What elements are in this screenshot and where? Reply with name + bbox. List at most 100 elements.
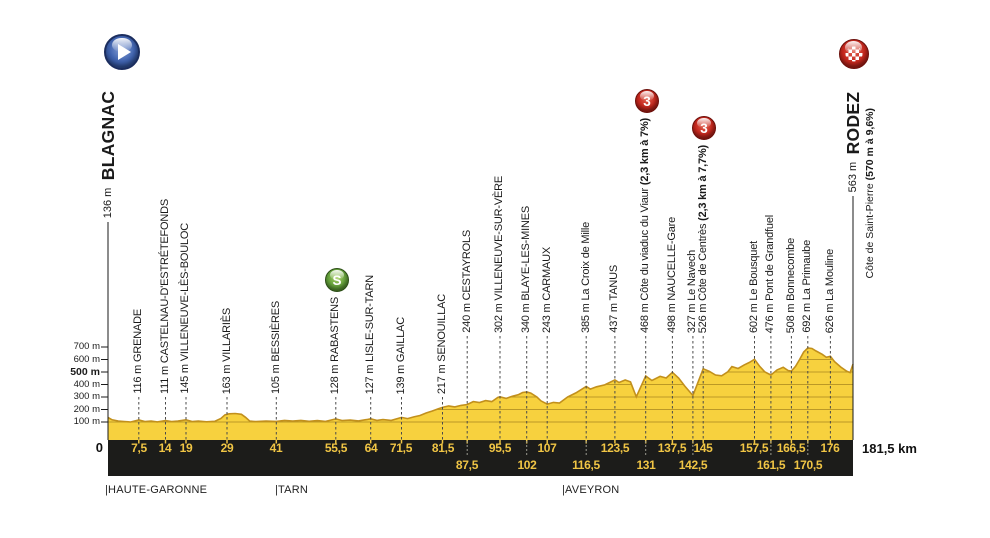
axis-label-100m: 100 m xyxy=(73,416,100,427)
waypoint-text: 302 m VILLENEUVE-SUR-VÈRE xyxy=(493,176,505,333)
distance-bar xyxy=(108,440,853,476)
waypoint-text: 327 m Le Navech xyxy=(686,249,698,333)
km-marker-87-5: 87,5 xyxy=(455,458,479,472)
finish-climb-stats: (570 m à 9,6%) xyxy=(864,107,876,180)
km-zero-label: 0 xyxy=(95,440,103,455)
waypoint-lines xyxy=(138,336,832,456)
checkered-flag-icon xyxy=(845,46,863,62)
start-city: BLAGNAC xyxy=(98,90,118,181)
waypoint-label-la-croix-de-mille: 385 m La Croix de Mille xyxy=(580,222,593,333)
finish-climb-name: Côte de Saint-Pierre xyxy=(864,179,876,278)
km-marker-29: 29 xyxy=(220,441,234,455)
climb-stats: (2,3 km à 7%) xyxy=(639,117,651,186)
waypoint-label-senouillac: 217 m SENOUILLAC xyxy=(436,294,449,394)
km-marker-55-5: 55,5 xyxy=(324,441,348,455)
waypoint-text: 127 m LISLE-SUR-TARN xyxy=(364,274,376,394)
waypoint-label-villeneuve-sur-vere: 302 m VILLENEUVE-SUR-VÈRE xyxy=(493,176,506,333)
waypoint-text: 526 m Côte de Centrès xyxy=(697,220,709,333)
km-marker-107: 107 xyxy=(537,441,557,455)
axis-label-300m: 300 m xyxy=(73,391,100,402)
km-marker-41: 41 xyxy=(269,441,283,455)
waypoint-label-lisle-sur-tarn: 127 m LISLE-SUR-TARN xyxy=(364,275,377,394)
waypoint-text: 626 m La Mouline xyxy=(824,248,836,333)
km-marker-123-5: 123,5 xyxy=(600,441,630,455)
waypoint-label-naucelle-gare: 498 m NAUCELLE-Gare xyxy=(666,217,679,333)
axis-label-200m: 200 m xyxy=(73,404,100,415)
waypoint-label-la-primaube: 692 m La Primaube xyxy=(801,240,814,333)
finish-climb-label: Côte de Saint-Pierre (570 m à 9,6%) xyxy=(864,108,876,278)
elevation-ridge-line xyxy=(107,347,854,423)
waypoint-text: 240 m CESTAYROLS xyxy=(461,230,473,333)
waypoint-text: 692 m La Primaube xyxy=(801,240,813,333)
axis-label-600m: 600 m xyxy=(73,354,100,365)
waypoint-label-cote-de-centres: 526 m Côte de Centrès (2,3 km à 7,7%) xyxy=(697,145,710,333)
waypoint-label-carmaux: 243 m CARMAUX xyxy=(541,247,554,333)
km-marker-81-5: 81,5 xyxy=(431,441,455,455)
sprint-s-glyph: S xyxy=(332,272,342,288)
department-tarn: |TARN xyxy=(275,484,308,496)
km-marker-95-5: 95,5 xyxy=(488,441,512,455)
waypoint-label-cestayrols: 240 m CESTAYROLS xyxy=(461,230,474,333)
waypoint-text: 128 m RABASTENS xyxy=(329,296,341,394)
waypoint-text: 602 m Le Bousquet xyxy=(748,240,760,333)
waypoint-label-villeneuve-les-bouloc: 145 m VILLENEUVE-LÈS-BOULOC xyxy=(179,223,192,394)
finish-elevation: 563 m xyxy=(847,161,859,192)
waypoint-label-le-navech: 327 m Le Navech xyxy=(686,250,699,333)
stage-start-icon xyxy=(104,34,140,70)
km-marker-19: 19 xyxy=(179,441,193,455)
km-marker-71-5: 71,5 xyxy=(389,441,413,455)
total-distance-label: 181,5 km xyxy=(862,441,917,456)
start-label: 136 m BLAGNAC xyxy=(97,91,119,218)
waypoint-label-le-bousquet: 602 m Le Bousquet xyxy=(748,241,761,333)
km-marker-170-5: 170,5 xyxy=(793,458,823,472)
axis-label-700m: 700 m xyxy=(73,341,100,352)
category-number: 3 xyxy=(643,93,651,109)
km-marker-14: 14 xyxy=(158,441,172,455)
axis-label-400m: 400 m xyxy=(73,379,100,390)
stage-finish-icon xyxy=(839,39,869,69)
km-marker-7-5: 7,5 xyxy=(131,441,147,455)
axis-label-500m: 500 m xyxy=(70,366,100,378)
km-marker-166-5: 166,5 xyxy=(776,441,806,455)
waypoint-label-la-mouline: 626 m La Mouline xyxy=(824,249,837,333)
waypoint-text: 385 m La Croix de Mille xyxy=(580,222,592,333)
waypoint-text: 476 m Pont de Grandfuel xyxy=(764,214,776,333)
waypoint-text: 498 m NAUCELLE-Gare xyxy=(666,216,678,333)
km-marker-137-5: 137,5 xyxy=(657,441,687,455)
km-marker-176: 176 xyxy=(820,441,840,455)
category-3-climb-icon: 3 xyxy=(635,89,659,113)
waypoint-text: 116 m GRENADE xyxy=(132,309,144,394)
km-marker-131: 131 xyxy=(636,458,656,472)
waypoint-text: 217 m SENOUILLAC xyxy=(436,293,448,394)
waypoint-text: 437 m TANUS xyxy=(608,265,620,333)
depart-arrow-icon xyxy=(117,44,131,60)
climb-stats: (2,3 km à 7,7%) xyxy=(697,144,709,221)
sprint-icon: S xyxy=(325,268,349,292)
waypoint-text: 105 m BESSIÈRES xyxy=(270,301,282,394)
department-aveyron: |AVEYRON xyxy=(562,484,620,496)
waypoint-text: 111 m CASTELNAU-D'ESTRÉTEFONDS xyxy=(159,199,171,394)
waypoint-label-villaries: 163 m VILLARIÈS xyxy=(221,308,234,394)
km-marker-142-5: 142,5 xyxy=(678,458,708,472)
waypoint-text: 163 m VILLARIÈS xyxy=(221,307,233,394)
finish-city: RODEZ xyxy=(843,91,863,155)
km-marker-161-5: 161,5 xyxy=(756,458,786,472)
waypoint-label-cote-du-viaduc-du-viaur: 468 m Côte du viaduc du Viaur (2,3 km à … xyxy=(639,118,652,333)
waypoint-label-pont-de-grandfuel: 476 m Pont de Grandfuel xyxy=(764,215,777,333)
waypoint-label-castelnau-d-estretefonds: 111 m CASTELNAU-D'ESTRÉTEFONDS xyxy=(159,199,172,394)
department-haute-garonne: |HAUTE-GARONNE xyxy=(105,484,208,496)
km-marker-145: 145 xyxy=(693,441,713,455)
category-number: 3 xyxy=(700,120,708,136)
finish-label: 563 m RODEZ xyxy=(842,92,864,192)
waypoint-label-grenade: 116 m GRENADE xyxy=(132,309,145,394)
elevation-axis-ticks xyxy=(101,346,108,423)
waypoint-label-blaye-les-mines: 340 m BLAYE-LES-MINES xyxy=(520,206,533,333)
km-marker-116-5: 116,5 xyxy=(572,458,600,472)
waypoint-label-tanus: 437 m TANUS xyxy=(608,265,621,333)
waypoint-text: 139 m GAILLAC xyxy=(395,316,407,395)
waypoint-label-rabastens: 128 m RABASTENS xyxy=(329,297,342,394)
category-3-climb-icon: 3 xyxy=(692,116,716,140)
waypoint-text: 243 m CARMAUX xyxy=(541,246,553,333)
